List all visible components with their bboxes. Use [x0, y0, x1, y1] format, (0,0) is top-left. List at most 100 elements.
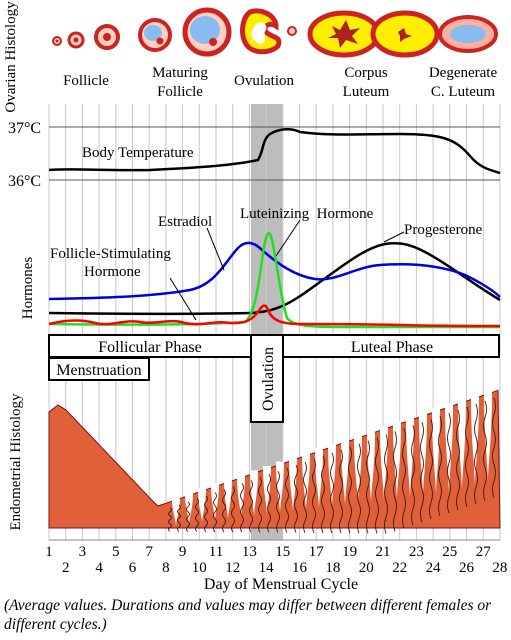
stage-label-follicle: Follicle [63, 73, 109, 89]
follicular-phase-label: Follicular Phase [98, 339, 202, 356]
gland-line [339, 449, 343, 534]
crypt-gap [406, 417, 414, 497]
gland-line [447, 412, 451, 514]
day-label: 4 [95, 560, 103, 576]
ovarian-histology-axis-label: Ovarian Histology [3, 1, 19, 113]
day-label: 14 [259, 560, 275, 576]
crypt-gap [276, 461, 284, 513]
gland-line [204, 495, 208, 533]
gland-line [249, 480, 253, 533]
footnote: (Average values. Durations and values ma… [4, 597, 492, 633]
gland-line [366, 440, 370, 534]
gland-line [240, 483, 244, 533]
stage-label-ovulation: Ovulation [234, 73, 294, 89]
stage-label-maturing: Maturing [152, 65, 208, 81]
gland-line [483, 400, 487, 501]
phases-row: Follicular Phase Luteal Phase Menstruati… [48, 334, 500, 423]
day-label: 5 [112, 544, 120, 560]
fsh-label-line2: Hormone [84, 264, 141, 280]
day-label: 11 [209, 544, 223, 560]
stage-label-corpus-line2: Luteum [343, 84, 390, 100]
gland-line [438, 415, 442, 517]
crypt-gap [432, 408, 440, 494]
hormones-row: Hormones Estradiol Luteinizing Hormone P… [20, 206, 501, 329]
day-label: 28 [492, 560, 507, 576]
gland-line [330, 452, 334, 534]
estradiol-curve [48, 241, 501, 301]
day-label: 3 [79, 544, 87, 560]
gland-line [177, 504, 181, 532]
temp-37-label: 37°C [8, 120, 41, 137]
day-label: 26 [459, 560, 475, 576]
estradiol-leader [206, 227, 225, 271]
gland-line [492, 397, 496, 498]
day-label: 12 [225, 560, 240, 576]
gland-line [258, 477, 262, 533]
endometrial-axis-label: Endometrial Histology [8, 393, 24, 531]
day-label: 8 [162, 560, 170, 576]
crypt-gap [302, 452, 310, 510]
day-label: 6 [129, 560, 137, 576]
day-label: 15 [275, 544, 290, 560]
day-label: 24 [426, 560, 442, 576]
gland-line [231, 486, 235, 533]
progesterone-label: Progesterone [404, 222, 483, 238]
day-label: 18 [325, 560, 340, 576]
day-label: 23 [409, 544, 424, 560]
day-label: 7 [145, 544, 153, 560]
gland-line [429, 419, 433, 520]
crypt-gap [458, 399, 466, 490]
day-labels: 1234567891011121314151617181920212223242… [45, 544, 507, 576]
crypt-gap [198, 488, 206, 522]
gland-line [195, 498, 199, 533]
ovulation-phase-label: Ovulation [260, 347, 277, 411]
fsh-label: Follicle-Stimulating [50, 246, 171, 262]
day-label: 2 [62, 560, 70, 576]
gland-line [384, 434, 388, 534]
day-label: 27 [476, 544, 492, 560]
day-label: 22 [392, 560, 407, 576]
crypt-gap [419, 412, 427, 496]
gland-line [213, 492, 217, 533]
gland-line [267, 474, 271, 533]
lh-label: Luteinizing Hormone [240, 206, 374, 222]
crypt-gap [367, 430, 375, 502]
gland-line [321, 455, 325, 534]
ovulation-icon [240, 8, 297, 55]
ovulation-phase-box [250, 334, 284, 423]
stage-label-corpus: Corpus [344, 65, 388, 81]
menstruation-label: Menstruation [56, 362, 141, 379]
gland-line [294, 464, 298, 533]
gland-line [456, 409, 460, 511]
temperature-curve [48, 128, 501, 175]
crypt-gap [393, 421, 401, 499]
day-label: 25 [442, 544, 457, 560]
gland-line [186, 501, 190, 532]
gland-line [357, 443, 361, 534]
crypt-gap [445, 404, 453, 493]
maturing-follicle-icon [138, 7, 232, 57]
gland-line [465, 406, 469, 508]
gland-line [474, 403, 478, 505]
gland-line [411, 425, 415, 526]
day-label: 10 [192, 560, 207, 576]
ovarian-histology-row: Ovarian Histology [3, 1, 498, 113]
x-axis-label: Day of Menstrual Cycle [204, 576, 358, 593]
gland-line [168, 507, 172, 532]
stage-label-degenerate: Degenerate [429, 65, 498, 81]
day-label: 13 [242, 544, 257, 560]
day-label: 17 [309, 544, 325, 560]
endometrial-glands [168, 397, 496, 534]
endometrial-row: Endometrial Histology [8, 389, 501, 534]
temp-36-label: 36°C [8, 173, 41, 190]
fsh-leader [169, 277, 197, 321]
day-label: 1 [45, 544, 53, 560]
follicle-icon [52, 24, 120, 50]
menstruation-box [48, 357, 150, 381]
crypt-gap [185, 492, 193, 524]
day-label: 16 [292, 560, 308, 576]
day-label: 20 [359, 560, 374, 576]
lh-leader [275, 219, 301, 257]
gland-line [402, 428, 406, 529]
